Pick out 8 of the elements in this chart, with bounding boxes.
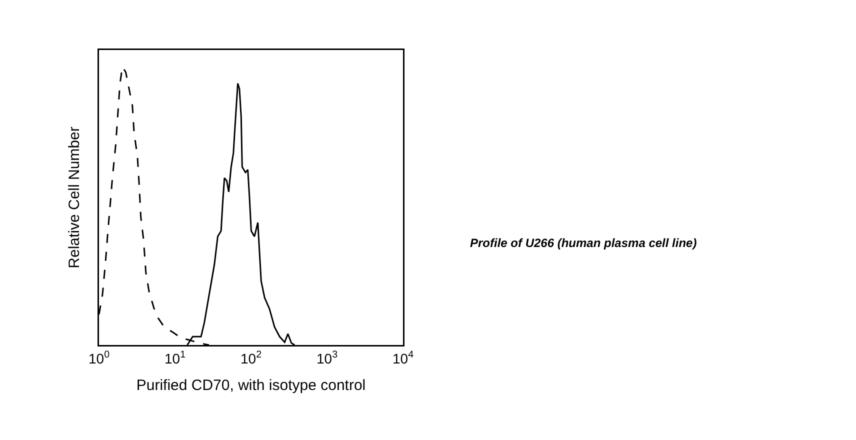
- text: Profile of U266 (human plasma cell line): [470, 236, 697, 250]
- x-tick-label: 10$^{0}$: [88, 349, 110, 366]
- x-tick-label: 10$^{3}$: [316, 349, 338, 366]
- y-axis-title: Relative Cell Number: [66, 126, 83, 268]
- x-tick-label: 10$^{1}$: [164, 349, 186, 366]
- x-tick-label: 10$^{4}$: [392, 349, 414, 366]
- x-axis-title: Purified CD70, with isotype control: [136, 377, 366, 394]
- x-tick-label: 10$^{2}$: [240, 349, 262, 366]
